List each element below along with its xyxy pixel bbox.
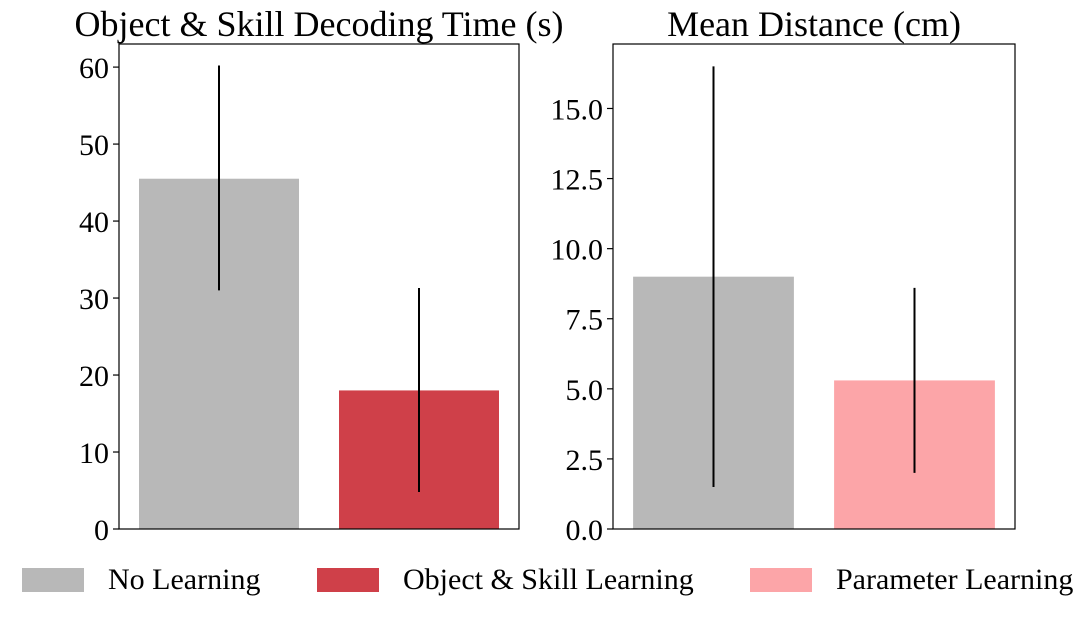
y-tick-label-mean-distance: 0.0 — [566, 514, 604, 547]
legend-item-parameter-learning: Parameter Learning — [750, 562, 1073, 598]
legend-item-no-learning: No Learning — [22, 562, 260, 598]
y-tick-label-mean-distance: 12.5 — [551, 164, 604, 197]
legend-label-parameter-learning: Parameter Learning — [836, 563, 1074, 596]
y-tick-label-decoding-time: 60 — [79, 52, 109, 85]
chart-figure: Object & Skill Decoding Time (s) 0 10 20 30 4… — [75, 4, 1016, 547]
legend-label-object-skill-learning: Object & Skill Learning — [403, 563, 694, 596]
y-tick-label-mean-distance: 7.5 — [566, 304, 604, 337]
y-tick-label-mean-distance: 15.0 — [551, 93, 604, 126]
y-tick-label-mean-distance: 2.5 — [566, 444, 604, 477]
chart-legend: No Learning Object & Skill Learning Para… — [0, 562, 1092, 602]
plot-frame-mean-distance — [612, 43, 1016, 530]
legend-swatch-object-skill-learning — [317, 568, 379, 592]
y-tick-label-decoding-time: 20 — [79, 360, 109, 393]
y-tick-label-mean-distance: 10.0 — [551, 234, 604, 267]
y-tick-label-decoding-time: 30 — [79, 283, 109, 316]
legend-swatch-no-learning — [22, 568, 84, 592]
y-tick-label-decoding-time: 10 — [79, 437, 109, 470]
y-tick-label-mean-distance: 5.0 — [566, 374, 604, 407]
y-tick-label-decoding-time: 50 — [79, 129, 109, 162]
y-tick-label-decoding-time: 0 — [94, 514, 109, 547]
legend-label-no-learning: No Learning — [108, 563, 261, 596]
legend-swatch-parameter-learning — [750, 568, 812, 592]
y-tick-label-decoding-time: 40 — [79, 206, 109, 239]
chart-title-decoding-time: Object & Skill Decoding Time (s) — [75, 4, 564, 44]
legend-item-object-skill-learning: Object & Skill Learning — [317, 562, 694, 598]
chart-title-mean-distance: Mean Distance (cm) — [667, 4, 961, 44]
plot-frame-decoding-time — [118, 43, 520, 530]
